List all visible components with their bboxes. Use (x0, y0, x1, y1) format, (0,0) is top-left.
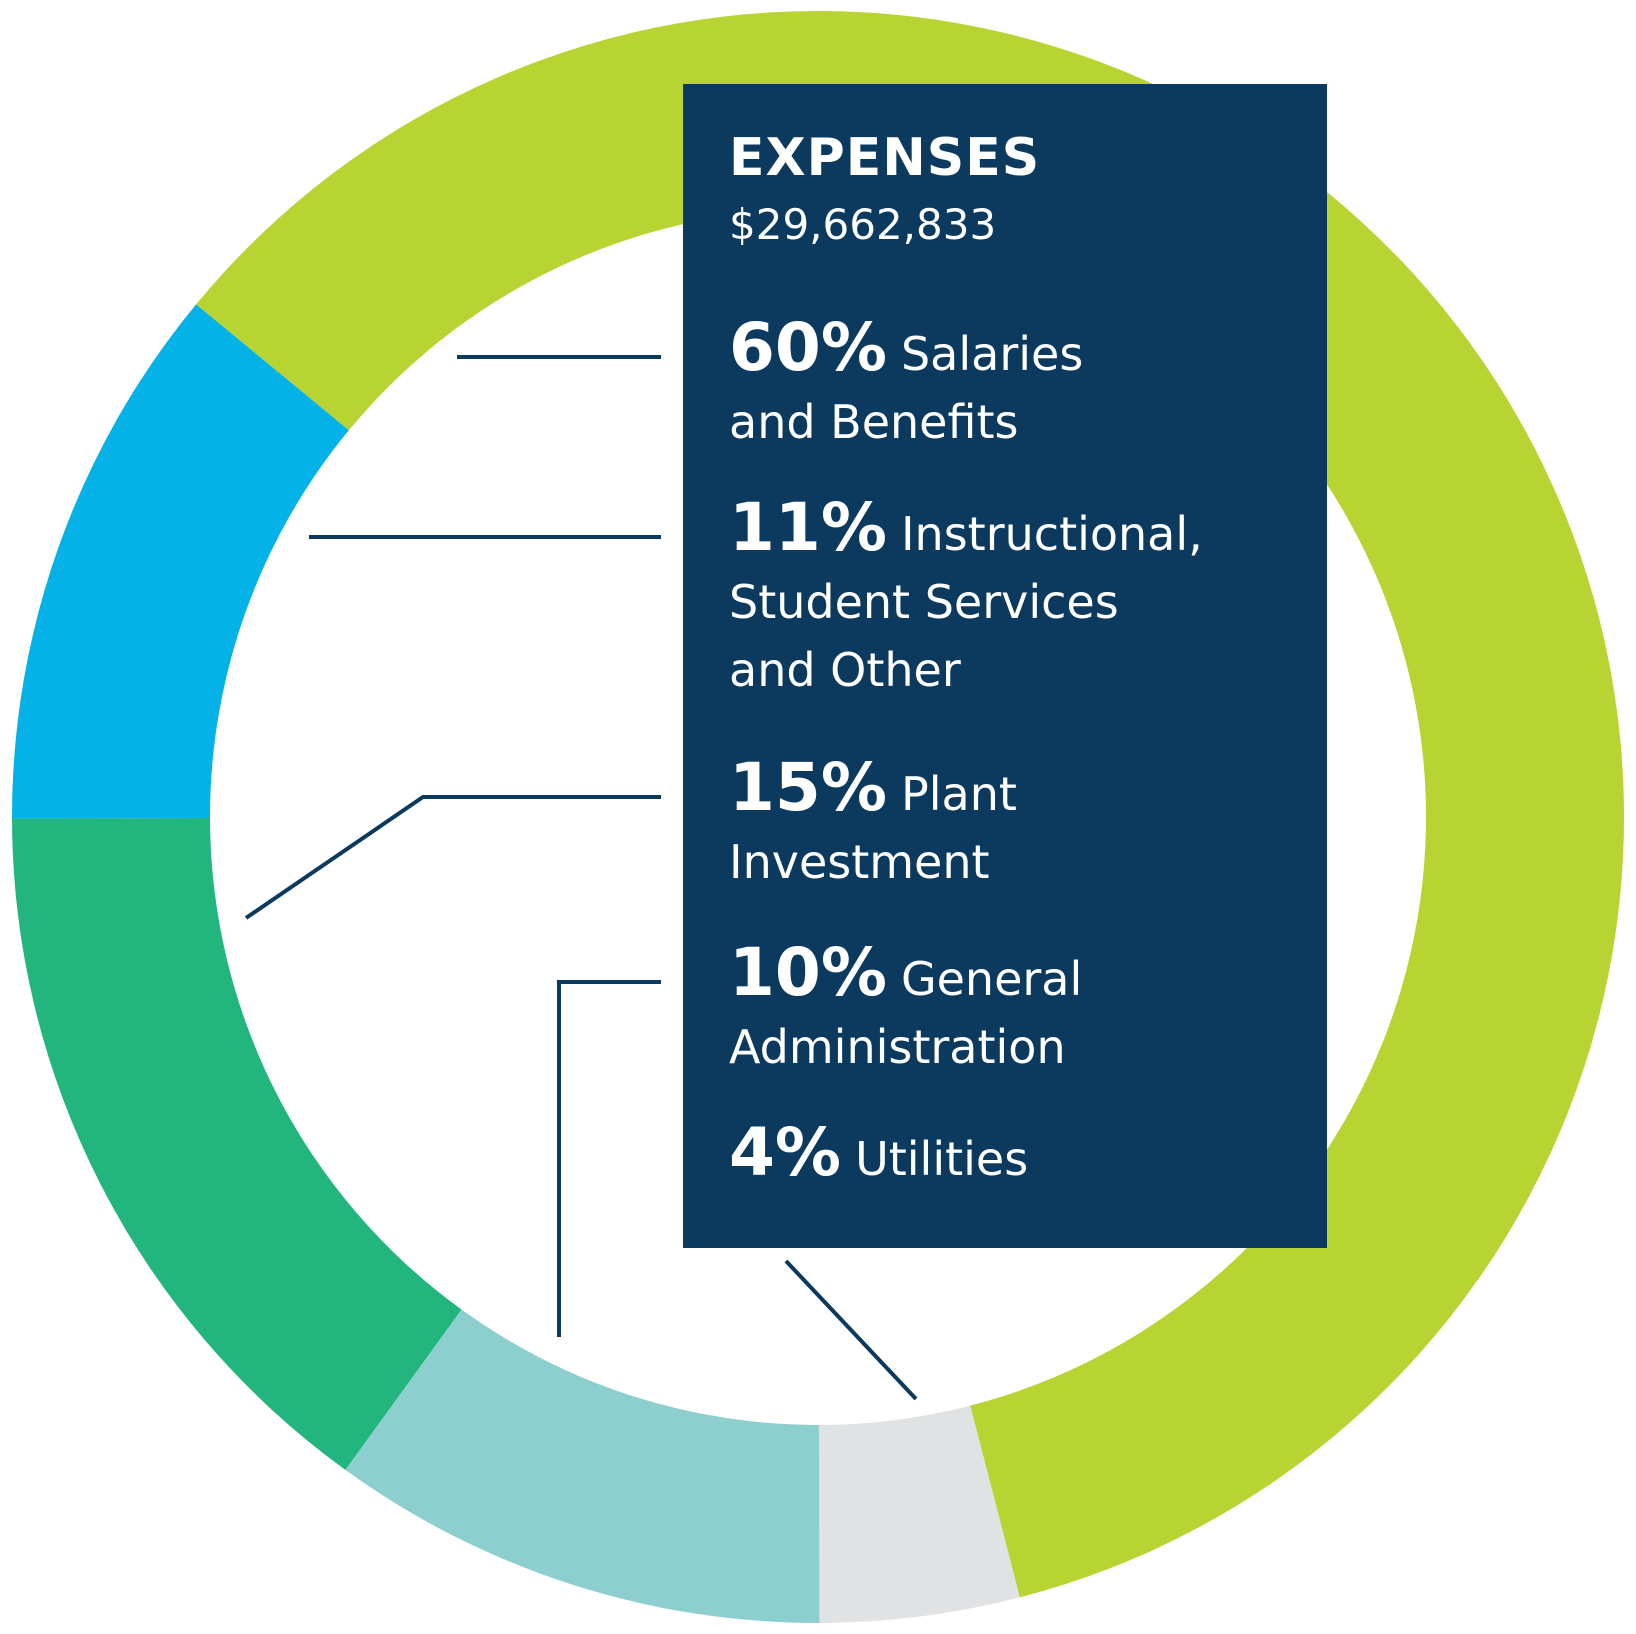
legend-percent: 10% (729, 934, 887, 1011)
chart-title: EXPENSES (729, 128, 1041, 188)
slice-general (345, 1309, 820, 1623)
legend-percent: 11% (729, 489, 887, 566)
legend-panel: EXPENSES $29,662,833 60% Salaries and Ben… (683, 84, 1327, 1248)
legend-entry-plant: 15% Plant Investment (729, 754, 1309, 896)
legend-label: General (900, 952, 1083, 1006)
legend-label: Investment (729, 835, 990, 889)
legend-label: Student Services (729, 575, 1119, 629)
legend-label: Plant (900, 767, 1017, 821)
slice-salaries (196, 10, 1625, 1598)
legend-entry-utilities: 4% Utilities (729, 1119, 1309, 1193)
legend-percent: 60% (729, 309, 887, 386)
legend-entry-instructional: 11% Instructional, Student Services and O… (729, 494, 1309, 704)
legend-label: and Other (729, 643, 961, 697)
slice-utilities (819, 1405, 1020, 1623)
legend-percent: 4% (729, 1114, 842, 1191)
leader-line-general (557, 980, 661, 1337)
chart-total: $29,662,833 (729, 200, 997, 249)
legend-label: Utilities (855, 1132, 1029, 1186)
legend-label: Administration (729, 1020, 1066, 1074)
legend-entry-salaries: 60% Salaries and Benefits (729, 314, 1309, 456)
slice-plant (12, 818, 462, 1470)
legend-label: Instructional, (900, 507, 1203, 561)
leader-line-plant (244, 795, 661, 920)
leader-line-utilities (784, 1259, 918, 1401)
legend-percent: 15% (729, 749, 887, 826)
legend-entry-general: 10% General Administration (729, 939, 1309, 1081)
slice-instructional (12, 304, 349, 819)
legend-label: Salaries (900, 327, 1084, 381)
legend-label: and Benefits (729, 395, 1019, 449)
